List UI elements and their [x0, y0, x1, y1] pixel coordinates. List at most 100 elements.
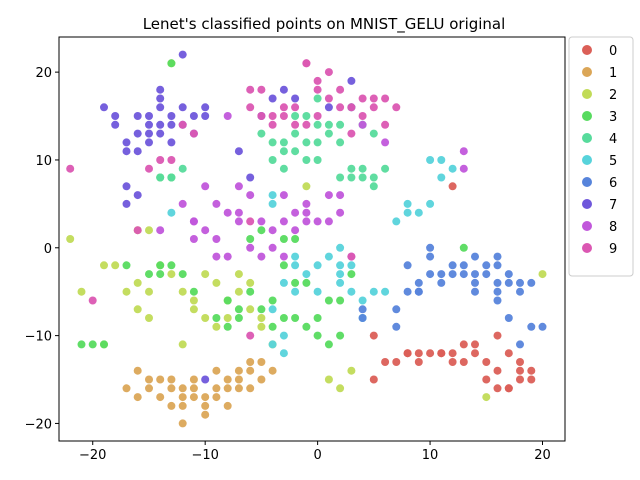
point-class-2-1 [77, 287, 86, 296]
legend-marker-1 [582, 67, 592, 77]
point-class-1-5 [178, 384, 187, 393]
point-class-0-8 [459, 340, 468, 349]
point-class-8-28 [223, 112, 232, 120]
point-class-9-4 [167, 156, 176, 164]
point-class-4-5 [291, 147, 300, 156]
legend-label-3: 3 [609, 110, 617, 125]
point-class-0-1 [381, 358, 390, 366]
point-class-6-36 [493, 287, 502, 296]
point-class-6-21 [493, 296, 502, 305]
point-class-3-1 [88, 340, 97, 349]
point-class-0-9 [459, 358, 468, 366]
point-class-1-19 [257, 358, 266, 366]
point-class-5-18 [381, 287, 390, 296]
point-class-1-1 [145, 375, 153, 384]
y-tick-label: 0 [44, 242, 52, 257]
point-class-1-13 [223, 375, 232, 384]
point-class-1-3 [167, 384, 176, 393]
point-class-4-9 [313, 138, 322, 147]
point-class-3-5 [156, 261, 165, 270]
point-class-6-12 [448, 261, 457, 270]
point-class-2-15 [201, 270, 210, 279]
point-class-6-2 [392, 305, 401, 314]
point-class-9-38 [313, 76, 322, 85]
point-class-4-10 [313, 120, 322, 129]
point-class-2-7 [145, 314, 153, 322]
y-tick-label: −20 [25, 417, 52, 432]
point-class-3-23 [291, 278, 300, 287]
point-class-3-12 [223, 322, 232, 331]
point-class-0-5 [426, 349, 435, 358]
point-class-6-0 [358, 314, 367, 322]
point-class-2-11 [178, 287, 187, 296]
point-class-5-33 [347, 287, 356, 296]
point-class-9-10 [268, 112, 277, 120]
legend-label-6: 6 [609, 176, 617, 191]
point-class-0-30 [369, 375, 378, 384]
point-class-0-11 [482, 358, 491, 366]
point-class-4-30 [302, 156, 311, 164]
point-class-9-18 [313, 112, 322, 120]
point-class-3-31 [347, 270, 356, 279]
point-class-8-18 [279, 217, 288, 226]
x-tick-label: 20 [534, 448, 551, 463]
point-class-8-26 [336, 208, 345, 217]
point-class-0-10 [471, 340, 479, 349]
point-class-1-10 [201, 401, 210, 410]
point-class-5-14 [347, 261, 356, 270]
point-class-6-30 [471, 278, 479, 287]
point-class-0-26 [437, 349, 446, 358]
point-class-3-32 [459, 243, 468, 252]
point-class-8-31 [459, 164, 468, 173]
point-class-7-18 [178, 103, 187, 112]
point-class-8-15 [257, 252, 266, 261]
point-class-3-18 [268, 296, 277, 305]
point-class-4-17 [358, 173, 367, 182]
point-class-8-9 [223, 208, 232, 217]
point-class-0-2 [392, 358, 401, 366]
point-class-8-1 [178, 199, 187, 208]
point-class-0-21 [471, 349, 479, 358]
point-class-6-9 [426, 252, 435, 261]
point-class-5-28 [291, 252, 300, 261]
point-class-3-7 [167, 261, 176, 270]
point-class-8-7 [212, 235, 221, 243]
point-class-3-33 [167, 59, 176, 68]
point-class-3-20 [279, 235, 288, 243]
point-class-9-11 [268, 120, 277, 129]
point-class-2-29 [482, 393, 491, 402]
point-class-2-10 [167, 270, 176, 279]
point-class-8-24 [313, 217, 322, 226]
point-class-7-3 [122, 138, 131, 147]
point-class-4-28 [324, 120, 333, 129]
point-class-9-0 [66, 164, 75, 173]
point-class-9-37 [257, 85, 266, 94]
point-class-8-17 [268, 226, 277, 235]
point-class-9-24 [347, 129, 356, 138]
point-class-3-19 [268, 322, 277, 331]
legend-marker-0 [582, 45, 592, 55]
point-class-2-6 [133, 305, 142, 314]
point-class-9-27 [358, 112, 367, 120]
point-class-1-28 [246, 384, 255, 393]
point-class-6-31 [482, 261, 491, 270]
point-class-0-12 [493, 331, 502, 340]
point-class-1-15 [234, 366, 243, 375]
point-class-3-2 [100, 340, 108, 349]
point-class-0-20 [448, 358, 457, 366]
point-class-4-24 [279, 164, 288, 173]
point-class-4-14 [347, 173, 356, 182]
point-class-2-8 [145, 287, 153, 296]
y-tick-label: 20 [35, 66, 52, 81]
legend-marker-3 [582, 111, 592, 121]
point-class-7-38 [133, 112, 142, 120]
point-class-7-4 [122, 147, 131, 156]
point-class-4-22 [268, 138, 277, 147]
point-class-6-10 [426, 243, 435, 252]
point-class-8-11 [234, 217, 243, 226]
point-class-1-33 [178, 401, 187, 410]
point-class-5-3 [268, 340, 277, 349]
point-class-2-27 [336, 384, 345, 393]
point-class-8-8 [212, 252, 221, 261]
point-class-3-29 [324, 340, 333, 349]
